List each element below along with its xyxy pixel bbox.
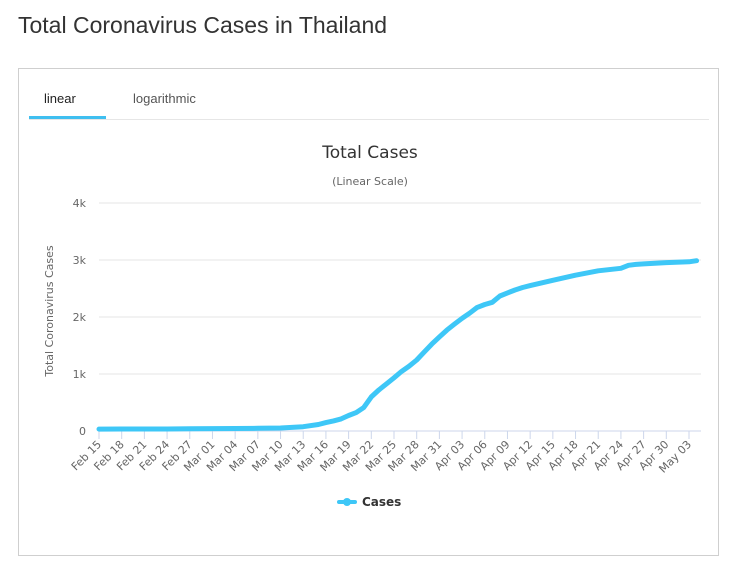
y-axis-label: Total Coronavirus Cases (43, 245, 56, 378)
y-tick-label: 1k (73, 368, 87, 381)
active-tab-indicator (29, 116, 106, 119)
page-title: Total Coronavirus Cases in Thailand (18, 12, 388, 38)
tab-linear[interactable]: linear (44, 91, 76, 106)
scale-tabs: linear logarithmic (29, 69, 709, 120)
legend[interactable]: Cases (337, 495, 401, 509)
y-tick-label: 2k (73, 311, 87, 324)
y-tick-label: 0 (79, 425, 86, 438)
y-tick-labels: 0 1k 2k 3k 4k (73, 197, 87, 438)
y-tick-label: 4k (73, 197, 87, 210)
legend-marker (343, 498, 351, 506)
y-tick-label: 3k (73, 254, 87, 267)
tab-logarithmic[interactable]: logarithmic (133, 91, 196, 106)
chart-subtitle: (Linear Scale) (332, 175, 408, 188)
legend-label: Cases (362, 495, 401, 509)
chart-svg: Total Cases (Linear Scale) Total Coronav… (43, 143, 701, 509)
series-line-cases (96, 258, 700, 432)
grid-lines (99, 202, 701, 432)
chart-panel: linear logarithmic Total Cases (Linear S… (18, 68, 719, 556)
series-layer (96, 258, 700, 432)
chart-title: Total Cases (321, 143, 418, 163)
